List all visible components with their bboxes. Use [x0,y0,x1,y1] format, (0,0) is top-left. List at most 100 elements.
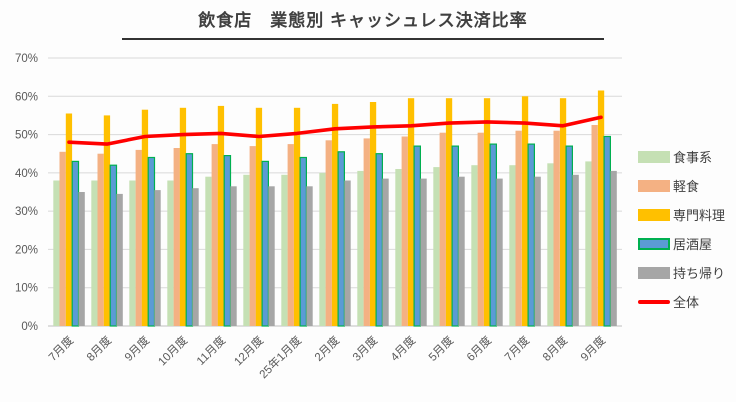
bar [135,149,142,326]
bar [483,98,491,326]
bar [154,190,161,326]
bar [547,163,554,326]
svg-text:12月度: 12月度 [231,333,267,369]
bar [413,145,422,327]
bar [281,174,288,326]
legend-swatch-snack [638,179,670,192]
bar [509,165,516,326]
bar [179,107,187,326]
bar [610,170,617,326]
line-series-全体 [67,115,603,146]
bar [496,178,503,326]
bar-series-持ち帰り [78,170,617,326]
svg-text:9月度: 9月度 [121,333,152,364]
bar [249,146,256,326]
bar [319,172,326,326]
legend-label-takeout: 持ち帰り [673,266,726,281]
bar [192,188,199,326]
bar [261,160,270,327]
bar [451,145,460,327]
svg-text:60%: 60% [15,91,38,103]
legend-swatch-izakaya [638,237,670,250]
bar [78,192,85,326]
svg-text:9月度: 9月度 [577,333,608,364]
bar [407,98,415,326]
bar [211,144,218,326]
svg-text:10月度: 10月度 [155,333,191,369]
legend-item-izakaya: 居酒屋 [638,229,736,258]
bar [439,132,446,326]
svg-text:6月度: 6月度 [463,333,494,364]
bar [603,135,611,327]
svg-text:4月度: 4月度 [387,333,418,364]
bar [445,98,453,326]
svg-text:2月度: 2月度 [311,333,342,364]
svg-text:10%: 10% [15,283,38,295]
legend-swatch-specialty [638,208,670,221]
bar [167,180,174,326]
bar [299,156,308,327]
bar-series-軽食 [59,125,598,326]
bar [375,153,384,327]
chart-title: 飲食店 業態別 キャッシュレス決済比率 [198,11,528,30]
svg-text:3月度: 3月度 [349,333,380,364]
bar [230,186,237,326]
svg-text:0%: 0% [21,321,38,333]
legend-label-snack: 軽食 [673,179,700,194]
bar [243,174,250,326]
legend-item-meal: 食事系 [638,142,736,171]
bar [477,132,484,326]
legend-label-specialty: 専門料理 [673,208,726,223]
bar [357,170,364,326]
legend-swatch-overall [638,299,670,304]
bar [223,155,232,327]
legend-item-overall: 全体 [638,287,736,316]
bar [337,151,346,327]
bar [173,148,180,326]
bar [268,186,275,326]
legend-item-specialty: 専門料理 [638,200,736,229]
svg-text:70%: 70% [15,53,38,65]
bar [217,105,225,327]
legend-item-takeout: 持ち帰り [638,258,736,287]
bar [585,161,592,326]
svg-text:50%: 50% [15,130,38,142]
svg-text:30%: 30% [15,206,38,218]
bar [534,176,541,326]
bar-series-専門料理 [65,90,605,327]
bar [572,174,579,326]
bar [185,153,194,327]
y-axis-labels: 0% 10% 20% 30% 40% 50% 60% 70% [15,53,38,333]
legend-label-meal: 食事系 [673,150,713,165]
svg-text:5月度: 5月度 [425,333,456,364]
bar [521,96,529,326]
bar [65,113,73,326]
bar [471,165,478,326]
bar [559,98,567,326]
bar [325,140,332,326]
bar [59,151,66,326]
bar [293,107,301,326]
svg-text:8月度: 8月度 [83,333,114,364]
bar [141,109,149,326]
bar [489,143,498,327]
chart-title-block: 飲食店 業態別 キャッシュレス決済比率 [122,6,604,40]
bar [53,180,60,326]
chart-legend: 食事系 軽食 専門料理 居酒屋 持ち帰り 全体 [638,142,736,316]
bar [591,125,598,326]
svg-text:11月度: 11月度 [194,333,229,368]
bar [369,102,377,326]
legend-swatch-meal [638,150,670,163]
svg-text:7月度: 7月度 [501,333,532,364]
bar [287,144,294,326]
bar [109,164,118,327]
bar [103,115,111,327]
bar [306,186,313,326]
svg-text:40%: 40% [15,168,38,180]
bar-series-居酒屋 [71,135,611,327]
bar [401,136,408,326]
bar [129,180,136,326]
legend-item-snack: 軽食 [638,171,736,200]
